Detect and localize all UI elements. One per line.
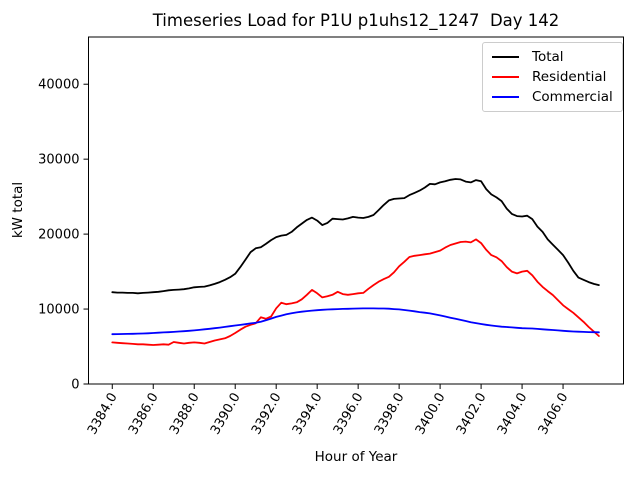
- legend-item-residential: Residential: [483, 69, 622, 85]
- legend-label-commercial: Commercial: [532, 89, 613, 105]
- legend-line-sample-total: [492, 56, 519, 58]
- legend-label-total: Total: [532, 49, 564, 65]
- y-axis-label: kW total: [10, 181, 26, 239]
- legend-label-residential: Residential: [532, 69, 607, 85]
- legend-item-commercial: Commercial: [483, 89, 622, 105]
- y-tick-label: 10000: [38, 303, 79, 318]
- x-tick-label: 3398.0: [372, 391, 408, 438]
- x-tick-label: 3406.0: [536, 391, 572, 438]
- y-tick-label: 40000: [38, 78, 79, 93]
- legend: Total Residential Commercial: [482, 42, 623, 112]
- chart-title: Timeseries Load for P1U p1uhs12_1247 Day…: [152, 11, 560, 30]
- x-tick-label: 3402.0: [454, 391, 490, 438]
- x-tick-label: 3396.0: [331, 391, 367, 438]
- legend-line-sample-residential: [492, 76, 519, 78]
- x-tick-label: 3388.0: [167, 391, 203, 438]
- x-axis-label: Hour of Year: [314, 449, 398, 465]
- series-line-residential: [111, 238, 600, 346]
- x-tick-label: 3390.0: [208, 391, 244, 438]
- series-line-total: [111, 178, 600, 295]
- series-line-commercial: [111, 307, 600, 336]
- legend-item-total: Total: [483, 49, 622, 65]
- x-tick-label: 3384.0: [85, 391, 121, 438]
- x-tick-label: 3394.0: [290, 391, 326, 438]
- x-tick-label: 3386.0: [126, 391, 162, 438]
- y-tick-label: 30000: [38, 153, 79, 168]
- x-tick-label: 3404.0: [495, 391, 531, 438]
- x-tick-label: 3400.0: [413, 391, 449, 438]
- x-tick-label: 3392.0: [249, 391, 285, 438]
- y-tick-label: 0: [71, 378, 79, 393]
- axes-frame: [88, 36, 624, 385]
- y-tick-label: 20000: [38, 228, 79, 243]
- legend-line-sample-commercial: [492, 96, 519, 98]
